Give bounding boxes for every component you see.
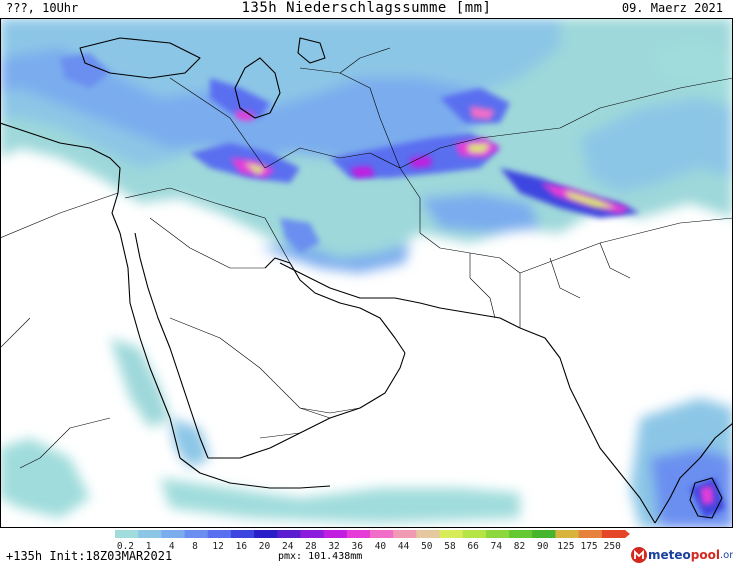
legend-swatch bbox=[416, 530, 441, 538]
legend-swatch bbox=[277, 530, 301, 538]
legend-swatch bbox=[254, 530, 278, 538]
legend-tick-label: 250 bbox=[604, 541, 621, 552]
legend-tick-label: 66 bbox=[467, 541, 479, 552]
legend-tick-label: 125 bbox=[557, 541, 574, 552]
legend-swatch bbox=[138, 530, 162, 538]
legend-swatch bbox=[184, 530, 209, 538]
legend-swatch bbox=[485, 530, 510, 538]
legend-tick-label: 8 bbox=[192, 541, 198, 552]
legend-tick-label: 40 bbox=[375, 541, 387, 552]
legend-tick-label: 0.2 bbox=[117, 541, 134, 552]
legend-arrow bbox=[625, 530, 630, 538]
legend-swatch bbox=[462, 530, 487, 538]
legend-tick-label: 175 bbox=[580, 541, 597, 552]
legend-tick-label: 12 bbox=[212, 541, 223, 552]
logo-text-pool: pool bbox=[690, 548, 720, 562]
legend-swatch bbox=[439, 530, 464, 538]
legend-tick-label: 20 bbox=[259, 541, 271, 552]
legend-swatch bbox=[115, 530, 139, 538]
legend-tick-label: 44 bbox=[398, 541, 410, 552]
model-run-label: +135h Init:18Z03MAR2021 bbox=[6, 549, 173, 563]
legend-tick-label: 16 bbox=[236, 541, 248, 552]
legend-tick-label: 4 bbox=[169, 541, 175, 552]
color-scale-legend: 0.2 1 4 8 12 16 20 24 28 32 36 40 44 50 58 66 74 82 90 125 1… bbox=[115, 530, 630, 552]
map-title: 135h Niederschlagssumme [mm] bbox=[241, 0, 492, 16]
logo-text-meteo: meteo bbox=[648, 548, 691, 562]
legend-swatch bbox=[323, 530, 348, 538]
legend-swatch bbox=[393, 530, 417, 538]
legend-swatch bbox=[555, 530, 580, 538]
legend-swatch bbox=[601, 530, 626, 538]
legend-swatch bbox=[300, 530, 325, 538]
legend-tick-label: 36 bbox=[352, 541, 364, 552]
coastlines bbox=[0, 37, 733, 524]
legend-tick-label: 90 bbox=[537, 541, 549, 552]
legend-tick-label: 58 bbox=[444, 541, 456, 552]
legend-tick-label: 32 bbox=[328, 541, 339, 552]
meteopool-logo-icon bbox=[631, 547, 647, 563]
legend-tick-label: 50 bbox=[421, 541, 433, 552]
legend-tick-label: 82 bbox=[514, 541, 525, 552]
legend-tick-label: 74 bbox=[491, 541, 503, 552]
forecast-time-label: ???, 10Uhr bbox=[6, 1, 79, 15]
legend-swatch bbox=[532, 530, 556, 538]
country-borders bbox=[0, 47, 733, 469]
legend-swatch bbox=[370, 530, 394, 538]
precipitation-map bbox=[0, 18, 733, 528]
legend-swatch bbox=[230, 530, 255, 538]
legend-tick-label: 24 bbox=[282, 541, 294, 552]
max-precip-label: pmx: 101.438mm bbox=[278, 551, 363, 562]
forecast-date-label: 09. Maerz 2021 bbox=[621, 1, 723, 15]
logo-text-org: .org bbox=[719, 549, 733, 561]
legend-tick-label: 1 bbox=[146, 541, 152, 552]
legend-swatch bbox=[161, 530, 186, 538]
legend-tick-label: 28 bbox=[305, 541, 317, 552]
legend-swatch bbox=[346, 530, 371, 538]
legend-swatch bbox=[509, 530, 533, 538]
precipitation-field bbox=[0, 18, 733, 528]
legend-swatch bbox=[578, 530, 603, 538]
legend-swatch bbox=[207, 530, 232, 538]
